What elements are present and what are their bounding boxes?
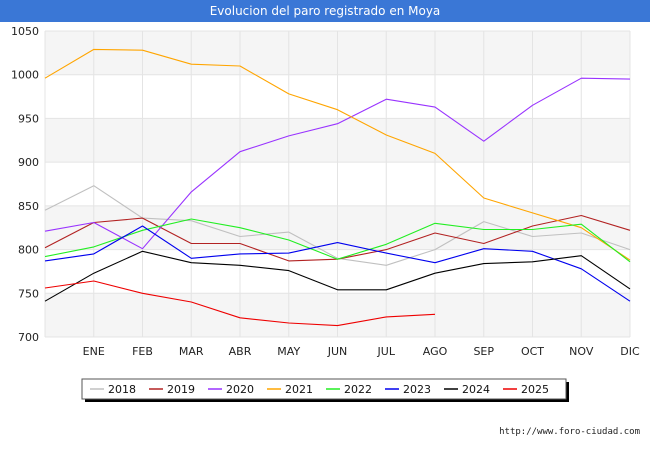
series-line-2022 (44, 218, 631, 263)
x-tick-label: MAR (179, 345, 204, 358)
y-tick-label: 750 (18, 287, 39, 300)
source-url: http://www.foro-ciudad.com (499, 427, 640, 437)
x-tick-label: JUL (377, 345, 396, 358)
y-tick-label: 1000 (11, 69, 39, 82)
legend-label-2023: 2023 (403, 383, 431, 396)
x-tick-label: FEB (132, 345, 153, 358)
y-tick-label: 850 (18, 200, 39, 213)
x-tick-label: OCT (521, 345, 544, 358)
x-tick-label: ENE (83, 345, 105, 358)
series-lines (44, 48, 631, 327)
y-tick-label: 1050 (11, 25, 39, 38)
x-tick-label: ABR (229, 345, 252, 358)
x-tick-label: AGO (423, 345, 448, 358)
legend-label-2024: 2024 (462, 383, 490, 396)
legend: 2018 2019 2020 2021 2022 2023 2024 2025 (81, 378, 569, 402)
x-tick-label: JUN (327, 345, 348, 358)
title-bar (0, 0, 650, 22)
legend-label-2025: 2025 (521, 383, 549, 396)
series-line-2021 (44, 48, 631, 261)
x-tick-label: NOV (569, 345, 594, 358)
x-tick-label: DIC (620, 345, 640, 358)
x-tick-label: SEP (473, 345, 494, 358)
y-tick-label: 700 (18, 331, 39, 344)
x-axis-ticks: ENE FEB MAR ABR MAY JUN JUL AGO SEP OCT NOV DIC (83, 345, 640, 358)
chart-title: Evolucion del paro registrado en Moya (209, 4, 441, 18)
series-line-2024 (44, 250, 631, 302)
legend-label-2021: 2021 (285, 383, 313, 396)
y-tick-label: 900 (18, 156, 39, 169)
legend-label-2018: 2018 (108, 383, 136, 396)
series-line-2023 (44, 225, 631, 302)
series-line-2020 (44, 77, 631, 250)
legend-label-2022: 2022 (344, 383, 372, 396)
y-axis-ticks: 700 750 800 850 900 950 1000 1050 (11, 25, 39, 344)
legend-label-2020: 2020 (226, 383, 254, 396)
legend-label-2019: 2019 (167, 383, 195, 396)
series-line-2025 (44, 280, 436, 327)
y-tick-label: 950 (18, 112, 39, 125)
x-tick-label: MAY (277, 345, 300, 358)
legend-box (81, 378, 567, 400)
y-tick-label: 800 (18, 244, 39, 257)
